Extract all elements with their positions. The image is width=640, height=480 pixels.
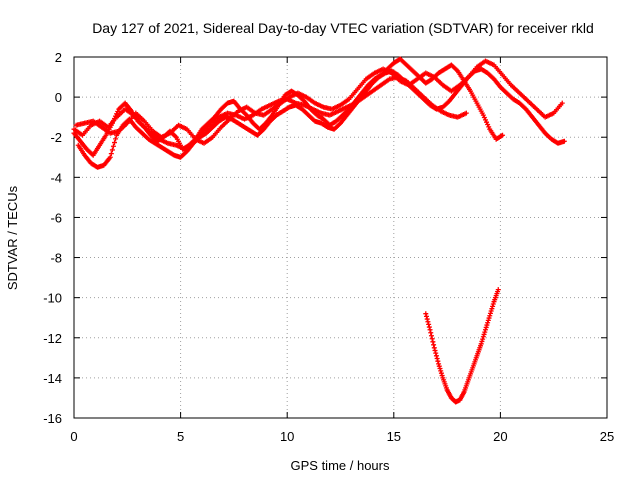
- y-tick-label: -4: [50, 170, 62, 185]
- data-point: [481, 331, 487, 337]
- x-axis-label: GPS time / hours: [291, 458, 390, 473]
- data-point: [426, 324, 432, 330]
- data-point: [433, 350, 439, 356]
- y-tick-label: -16: [43, 411, 62, 426]
- data-point: [500, 132, 506, 138]
- data-point: [478, 341, 484, 347]
- x-tick-label: 15: [387, 429, 401, 444]
- data-point: [561, 138, 567, 144]
- data-point: [109, 147, 115, 153]
- data-point: [489, 306, 495, 312]
- y-tick-label: 0: [55, 90, 62, 105]
- series-group: [71, 56, 567, 405]
- y-tick-label: -12: [43, 331, 62, 346]
- data-point: [436, 363, 442, 369]
- data-point: [433, 353, 439, 359]
- data-point: [559, 100, 565, 106]
- data-point: [434, 356, 440, 362]
- x-tick-label: 0: [70, 429, 77, 444]
- data-point: [423, 313, 429, 319]
- data-point: [426, 321, 432, 327]
- data-point: [482, 327, 488, 333]
- data-point: [483, 324, 489, 330]
- x-tick-label: 10: [280, 429, 294, 444]
- y-axis-label: SDTVAR / TECUs: [5, 185, 20, 290]
- data-point: [484, 322, 490, 328]
- y-tick-label: -10: [43, 291, 62, 306]
- grid: [74, 57, 607, 418]
- y-tick-label: -2: [50, 130, 62, 145]
- data-point: [427, 327, 433, 333]
- data-point: [485, 317, 491, 323]
- x-tick-label: 5: [177, 429, 184, 444]
- data-point: [488, 308, 494, 314]
- y-tick-label: -14: [43, 371, 62, 386]
- data-point: [107, 154, 113, 160]
- data-point: [486, 315, 492, 321]
- data-point: [480, 336, 486, 342]
- data-point: [431, 345, 437, 351]
- data-point: [425, 319, 431, 325]
- data-point: [432, 347, 438, 353]
- data-point: [113, 136, 119, 142]
- data-point: [479, 338, 485, 344]
- data-point: [424, 316, 430, 322]
- data-point: [428, 333, 434, 339]
- data-point: [482, 329, 488, 335]
- data-point: [490, 303, 496, 309]
- data-point: [430, 339, 436, 345]
- data-point: [438, 368, 444, 374]
- data-point: [495, 287, 501, 293]
- series-trace-4: [73, 58, 565, 146]
- data-point: [423, 311, 429, 317]
- data-point: [431, 342, 437, 348]
- data-point: [437, 366, 443, 372]
- x-tick-label: 20: [493, 429, 507, 444]
- data-point: [439, 373, 445, 379]
- y-tick-label: -8: [50, 251, 62, 266]
- x-tick-label: 25: [600, 429, 614, 444]
- data-point: [438, 370, 444, 376]
- data-point: [490, 301, 496, 307]
- data-point: [463, 110, 469, 116]
- data-point: [108, 151, 114, 157]
- y-tick-label: 2: [55, 50, 62, 65]
- data-point: [112, 140, 118, 146]
- data-point: [429, 336, 435, 342]
- chart-title: Day 127 of 2021, Sidereal Day-to-day VTE…: [92, 20, 594, 36]
- data-point: [436, 361, 442, 367]
- data-point: [485, 320, 491, 326]
- series-trace-5: [423, 287, 501, 405]
- data-point: [428, 330, 434, 336]
- data-point: [487, 313, 493, 319]
- data-point: [487, 310, 493, 316]
- data-point: [435, 358, 441, 364]
- y-tick-label: -6: [50, 210, 62, 225]
- plot-frame: [73, 56, 608, 419]
- data-point: [480, 334, 486, 340]
- data-point: [110, 143, 116, 149]
